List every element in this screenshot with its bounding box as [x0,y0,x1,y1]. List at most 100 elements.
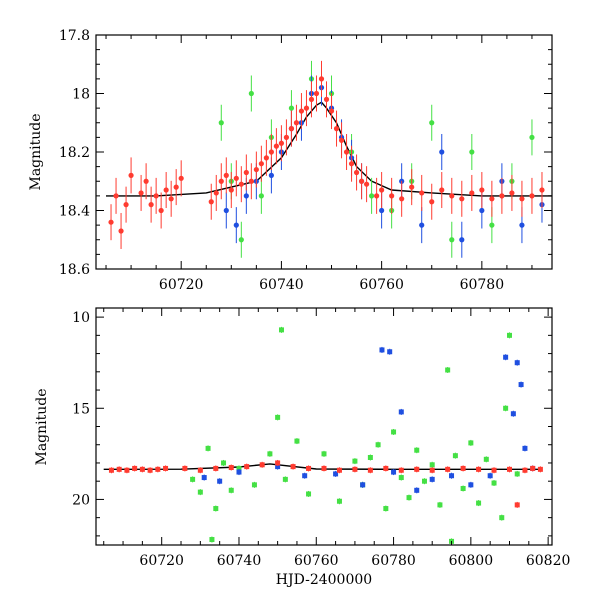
top-red-point [389,193,395,199]
bottom-green-point [336,498,342,504]
bottom-x-tick-label: 60820 [526,553,571,569]
top-red-point [469,190,475,196]
bottom-green-point [460,485,466,491]
top-red-point [158,207,164,214]
bottom-red-point [139,466,145,472]
top-red-point [263,155,269,161]
top-green-point [469,149,475,155]
top-red-point [243,169,249,176]
top-red-point [459,196,465,202]
bottom-red-point [476,466,482,472]
top-red-point [519,196,525,202]
top-red-point [328,108,335,114]
top-green-point [429,120,435,126]
top-red-point [123,202,129,208]
bottom-red-point [429,467,435,473]
top-red-point [293,120,300,126]
top-red-point [338,137,345,143]
bottom-green-point [398,475,404,481]
top-red-point [283,134,290,140]
bottom-blue-point [398,409,404,415]
top-blue-point [379,207,385,214]
bottom-blue-point [503,354,509,360]
bottom-green-point [197,489,203,495]
bottom-y-axis-label: Magnitude [34,388,50,465]
top-blue-point [419,222,425,228]
top-blue-point [233,222,239,228]
top-red-point [223,172,229,178]
bottom-blue-point [360,482,366,488]
top-green-point [369,193,375,199]
top-red-point [308,96,315,102]
bottom-green-point [499,515,505,521]
bottom-panel: 60720 60740 60760 60780 60800 60820 10 15 20 Mag… [34,307,570,588]
bottom-red-point [530,465,536,471]
top-red-point [113,193,119,199]
bottom-red-point [116,466,122,472]
top-red-point [163,187,169,193]
top-red-point [288,126,295,132]
bottom-green-point [476,500,482,506]
bottom-green-point [321,451,327,457]
top-green-point [529,134,535,140]
bottom-blue-point [333,471,339,477]
top-red-point [429,199,435,205]
bottom-red-point [132,465,138,471]
top-green-point [258,193,264,199]
top-red-point [233,175,239,181]
bottom-red-point [352,466,358,472]
top-red-point [118,228,124,234]
top-red-point [333,126,340,132]
bottom-red-point [275,460,281,466]
top-red-point [153,193,159,199]
top-green-point [218,120,224,126]
bottom-green-point [221,460,227,466]
top-red-point [168,196,174,202]
bottom-blue-point [429,476,435,482]
top-blue-point [439,149,445,155]
bottom-y-tick-label: 20 [72,492,90,508]
bottom-green-point [383,506,389,512]
bottom-red-point [321,465,327,471]
bottom-x-tick-label: 60800 [449,553,494,569]
bottom-red-point [228,465,234,471]
bottom-blue-point [522,445,528,451]
top-red-point [138,190,144,196]
top-red-point [143,178,149,184]
bottom-blue-point [387,349,393,355]
top-red-point [298,108,305,114]
bottom-x-tick-label: 60720 [139,553,184,569]
bottom-blue-point [302,473,308,479]
bottom-red-point [506,466,512,472]
top-red-point [218,178,224,184]
top-green-point [288,105,295,111]
bottom-green-point [213,506,219,512]
top-red-point [539,187,545,193]
bottom-green-point [367,454,373,460]
bottom-red-point [398,467,404,473]
top-red-point [208,199,214,205]
bottom-red-point [367,467,373,473]
bottom-red-point [147,467,153,473]
top-red-point [213,190,219,196]
bottom-blue-point [236,469,242,475]
top-y-tick-label: 18 [72,87,90,103]
top-red-point [323,96,330,102]
bottom-green-point [506,332,512,338]
top-green-point [248,90,254,97]
bottom-red-point [124,467,130,473]
top-model-curve [106,101,552,197]
bottom-green-point [275,414,281,420]
bottom-green-point [503,405,509,411]
bottom-green-point [406,495,412,501]
bottom-blue-point [275,464,281,470]
top-blue-point [519,222,525,228]
top-red-point [303,105,310,111]
bottom-red-point [163,465,169,471]
bottom-red-point [336,467,342,473]
top-y-tick-label: 18.6 [59,262,90,278]
bottom-ticks: 60720 60740 60760 60780 60800 60820 10 15 20 [72,308,570,569]
top-axes-frame [95,34,553,270]
top-red-point [353,169,360,176]
top-x-tick-label: 60720 [159,277,204,293]
